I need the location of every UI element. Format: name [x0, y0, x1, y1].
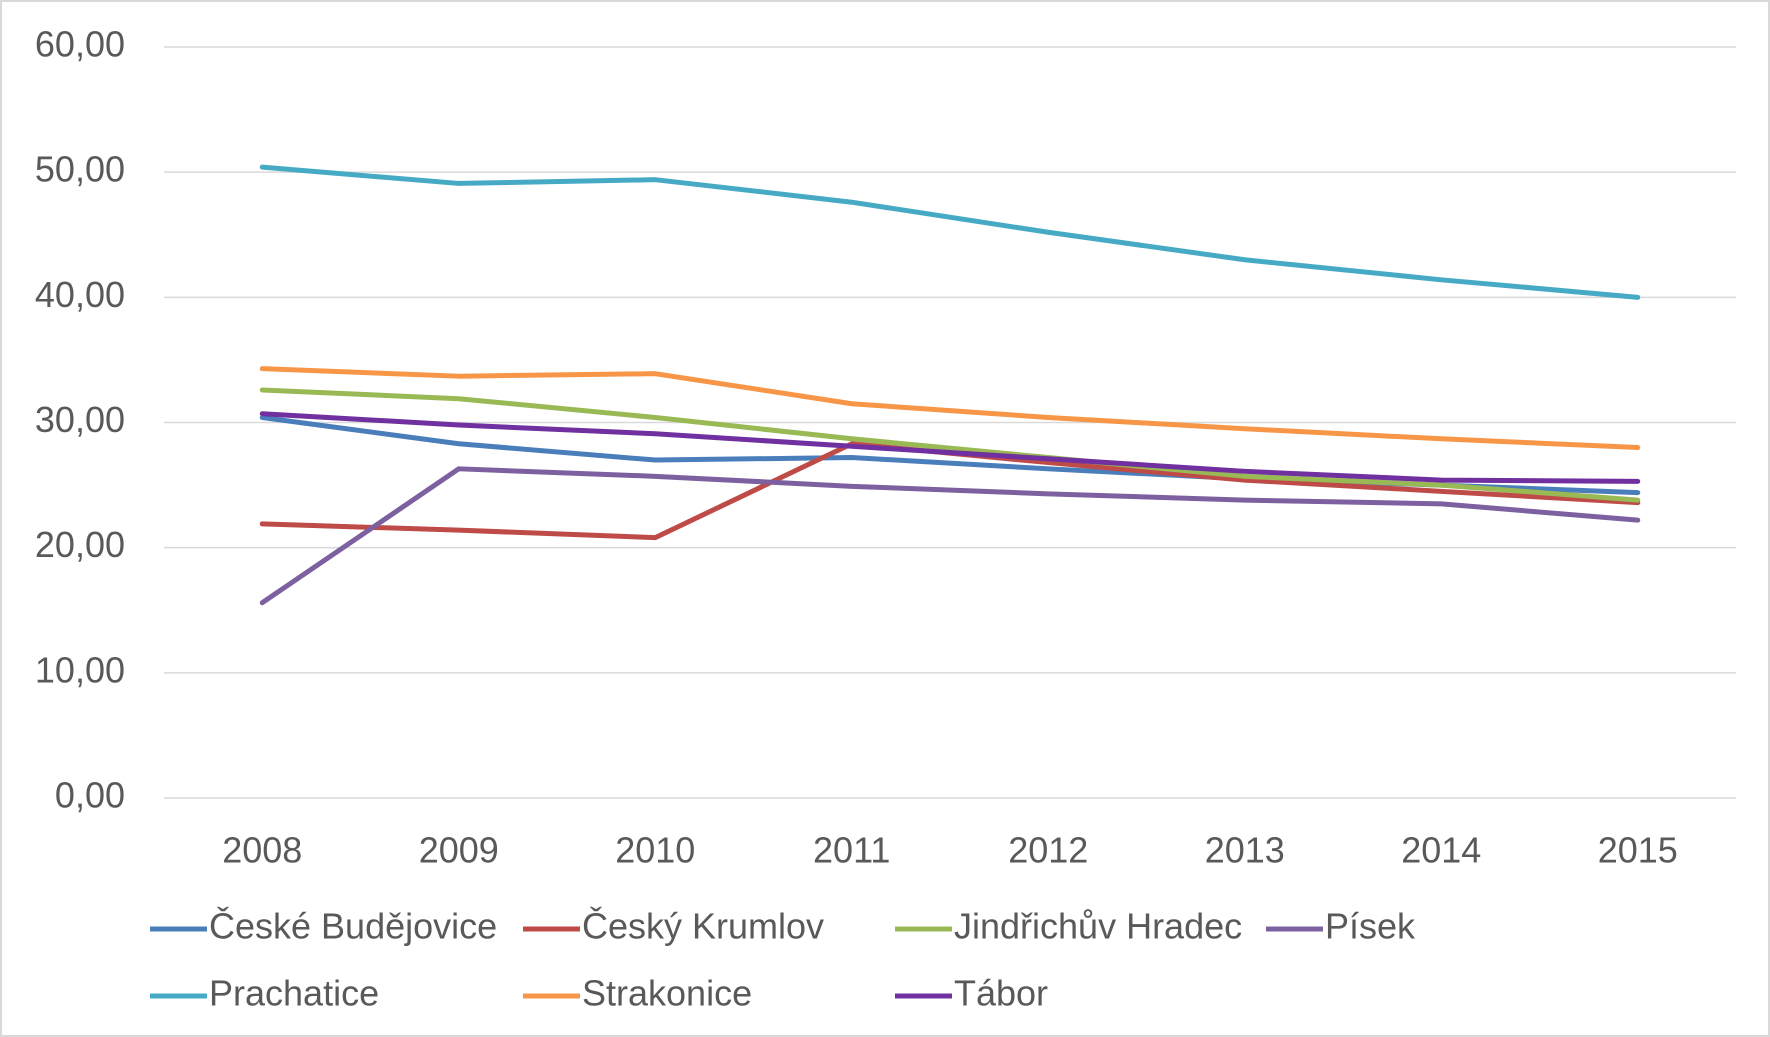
x-tick-label: 2013	[1205, 830, 1285, 871]
series-line	[259, 164, 1641, 300]
x-tick-label: 2009	[419, 830, 499, 871]
x-tick-label: 2010	[615, 830, 695, 871]
series-line	[259, 387, 1641, 503]
y-tick-label: 60,00	[35, 24, 125, 65]
x-tick-label: 2011	[813, 830, 890, 871]
y-tick-label: 0,00	[55, 775, 125, 816]
legend-label: Písek	[1325, 906, 1416, 947]
series-line	[259, 466, 1641, 606]
legend-label: Tábor	[954, 973, 1048, 1014]
series-line	[259, 366, 1641, 451]
x-tick-label: 2008	[222, 830, 302, 871]
series-line	[259, 411, 1641, 484]
y-tick-label: 30,00	[35, 399, 125, 440]
legend-label: Český Krumlov	[582, 906, 824, 947]
legend-label: České Budějovice	[209, 906, 497, 947]
y-tick-label: 40,00	[35, 274, 125, 315]
legend-label: Strakonice	[582, 973, 752, 1014]
y-tick-label: 20,00	[35, 524, 125, 565]
legend-label: Jindřichův Hradec	[954, 906, 1242, 947]
x-tick-label: 2012	[1008, 830, 1088, 871]
legend-label: Prachatice	[209, 973, 379, 1014]
y-tick-label: 50,00	[35, 149, 125, 190]
x-tick-label: 2015	[1598, 830, 1678, 871]
x-tick-label: 2014	[1401, 830, 1481, 871]
y-tick-label: 10,00	[35, 649, 125, 690]
